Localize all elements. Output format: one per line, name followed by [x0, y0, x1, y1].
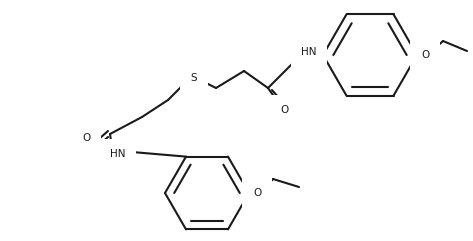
Text: S: S: [191, 73, 197, 83]
Text: O: O: [280, 105, 288, 115]
Text: O: O: [82, 133, 90, 143]
Text: O: O: [421, 50, 429, 60]
Text: HN: HN: [301, 47, 317, 57]
Text: HN: HN: [110, 149, 126, 159]
Text: O: O: [253, 188, 261, 198]
